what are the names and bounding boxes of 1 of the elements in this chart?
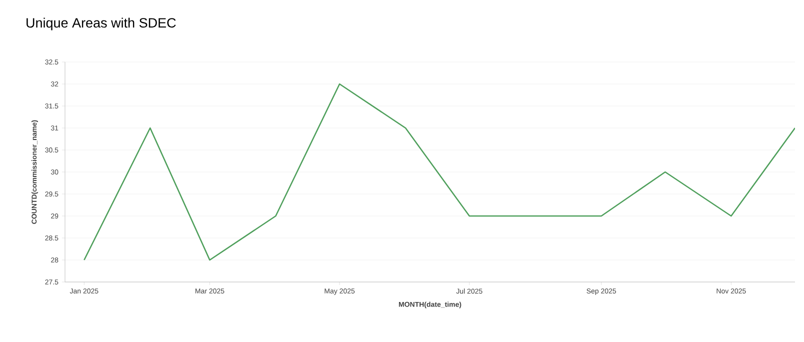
chart-title: Unique Areas with SDEC: [26, 18, 176, 30]
